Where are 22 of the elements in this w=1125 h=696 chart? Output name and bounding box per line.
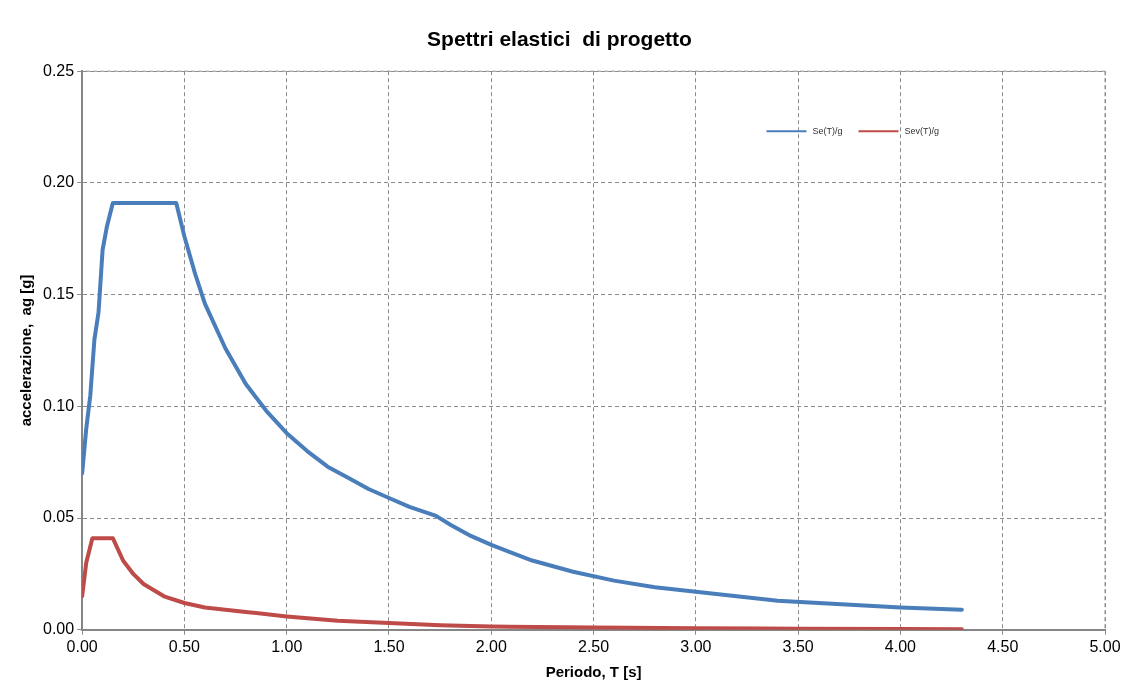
legend-label: Se(T)/g [812, 125, 843, 136]
y-tick-label: 0.15 [43, 285, 75, 303]
x-tick-label: 2.00 [475, 637, 507, 655]
chart-title: Spettri elastici di progetto [427, 27, 692, 51]
x-tick-label: 3.50 [782, 637, 814, 655]
y-tick-label: 0.05 [43, 508, 75, 526]
y-tick-label: 0.10 [43, 396, 75, 414]
x-tick-label: 4.50 [987, 637, 1019, 655]
x-axis-title: Periodo, T [s] [545, 663, 642, 681]
x-tick-label: 0.50 [168, 637, 201, 655]
x-tick-label: 1.00 [271, 637, 303, 655]
x-tick-label: 1.50 [373, 637, 405, 655]
y-tick-label: 0.25 [43, 61, 75, 79]
x-tick-label: 2.50 [578, 637, 610, 655]
y-tick-label: 0.00 [43, 620, 75, 638]
x-tick-label: 0.00 [66, 637, 98, 655]
x-tick-label: 5.00 [1089, 637, 1121, 655]
y-axis-title: accelerazione, ag [g] [17, 274, 35, 427]
x-tick-label: 4.00 [884, 637, 917, 655]
x-tick-label: 3.00 [680, 637, 712, 655]
y-tick-label: 0.20 [43, 173, 75, 191]
legend-label: Sev(T)/g [904, 125, 940, 136]
